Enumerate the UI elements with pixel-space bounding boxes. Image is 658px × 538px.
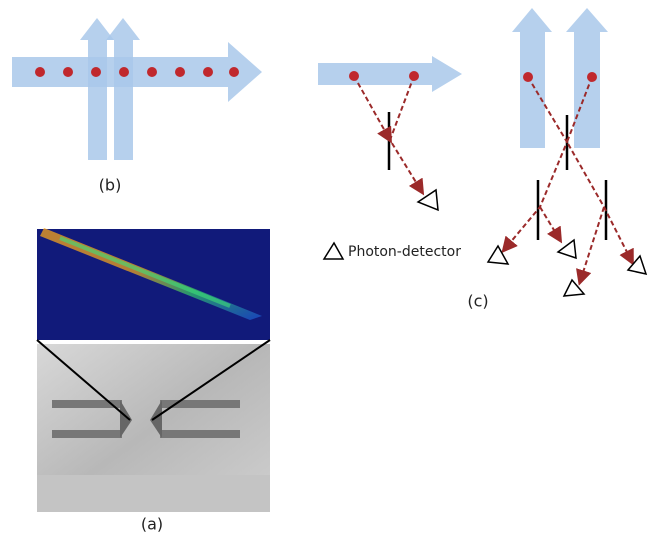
panel-b: (b) xyxy=(12,18,262,195)
panel-a: (a) xyxy=(37,228,270,534)
label-a: (a) xyxy=(141,515,163,534)
label-c: (c) xyxy=(467,292,488,311)
panel-c-single xyxy=(318,56,462,210)
label-b: (b) xyxy=(99,176,122,195)
panel-c-cascade: (c) xyxy=(467,8,646,311)
figure: (b) Photon-detector (c) xyxy=(0,0,658,538)
detector-label: Photon-detector xyxy=(348,244,461,260)
detector-legend: Photon-detector xyxy=(324,243,461,260)
